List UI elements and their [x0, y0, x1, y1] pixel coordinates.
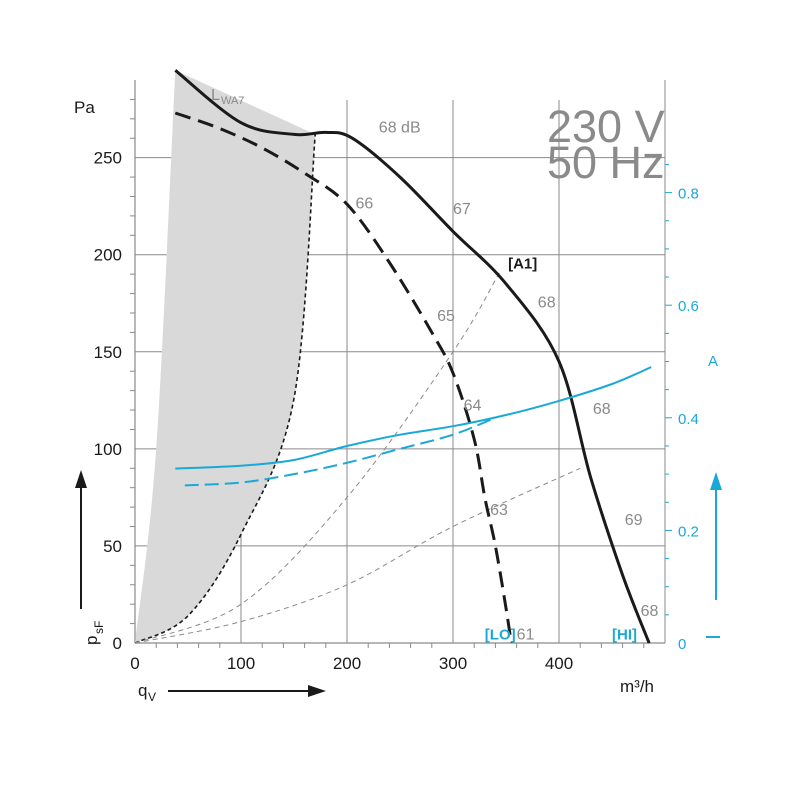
curve-annotation: [LO] — [485, 626, 516, 643]
curve-annotation: 68 — [593, 401, 611, 418]
curve-annotation: 61 — [517, 626, 535, 643]
pressure-hi-curve — [174, 69, 651, 644]
right-tick-label: 0.4 — [678, 411, 699, 428]
y-tick-label: 150 — [94, 343, 122, 362]
x-tick-label: 200 — [333, 654, 361, 673]
system-curve — [134, 270, 502, 644]
shaded-region-layer — [135, 70, 316, 644]
curve-annotation: [HI] — [612, 626, 637, 643]
y-direction-arrow — [75, 470, 87, 609]
right-tick-label: 0.8 — [678, 186, 699, 203]
curve-annotation: 69 — [625, 512, 643, 529]
lwa-label-sub: WA7 — [221, 95, 244, 107]
x-symbol-main: q — [138, 681, 147, 700]
y-tick-label: 250 — [94, 149, 122, 168]
current-direction-arrow — [710, 472, 722, 600]
curve-annotation: 68 dB — [379, 120, 421, 137]
right-unit-label: A — [708, 353, 718, 370]
y-symbol-sub: sF — [92, 621, 106, 634]
x-tick-label: 100 — [227, 654, 255, 673]
curve-annotation: 66 — [355, 195, 373, 212]
y-symbol-main: p — [82, 636, 101, 645]
series-layer — [174, 69, 652, 644]
y-tick-label: 200 — [94, 246, 122, 265]
curve-annotation: 64 — [464, 397, 482, 414]
system-curves-layer — [134, 134, 581, 644]
y-tick-label: 100 — [94, 440, 122, 459]
y-tick-label: 0 — [113, 634, 122, 653]
curve-annotation: 68 — [538, 294, 556, 311]
y-unit-label: Pa — [74, 98, 95, 117]
curve-annotation: 68 — [641, 603, 659, 620]
x-unit-label: m³/h — [620, 677, 654, 696]
right-tick-label: 0.6 — [678, 298, 699, 315]
lwa-label-main: L — [211, 87, 220, 104]
x-tick-label: 300 — [439, 654, 467, 673]
right-tick-label: 0 — [678, 636, 686, 653]
x-tick-label: 400 — [545, 654, 573, 673]
right-tick-label: 0.2 — [678, 523, 699, 540]
pressure-lo-curve — [174, 111, 513, 644]
current-lo-curve — [184, 416, 496, 487]
curve-annotation: 65 — [437, 308, 455, 325]
shaded-region — [135, 70, 316, 644]
annotation-layer: 68 dB 66 67 [A1] 65 68 64 68 63 69 68 61[LO] [HI] — [355, 120, 658, 644]
current-hi-curve — [175, 366, 652, 470]
x-symbol-sub: V — [148, 690, 156, 704]
curve-annotation: [A1] — [508, 256, 537, 273]
frequency-label: 50 Hz — [547, 137, 665, 188]
x-tick-label: 0 — [130, 654, 139, 673]
system-curve — [134, 467, 581, 644]
y-tick-label: 50 — [103, 537, 122, 556]
y-symbol-label: p sF — [82, 621, 106, 645]
system-curve — [134, 134, 316, 644]
curve-annotation: 63 — [490, 502, 508, 519]
voltage-label: 230 V — [547, 101, 665, 152]
x-direction-arrow — [168, 685, 326, 697]
curve-annotation: 67 — [453, 201, 471, 218]
axis-tick-layer: 0 50 100 150 200 250 0 100 200 300 400 0 0.2 0.4 0.6 0.… — [94, 149, 699, 673]
